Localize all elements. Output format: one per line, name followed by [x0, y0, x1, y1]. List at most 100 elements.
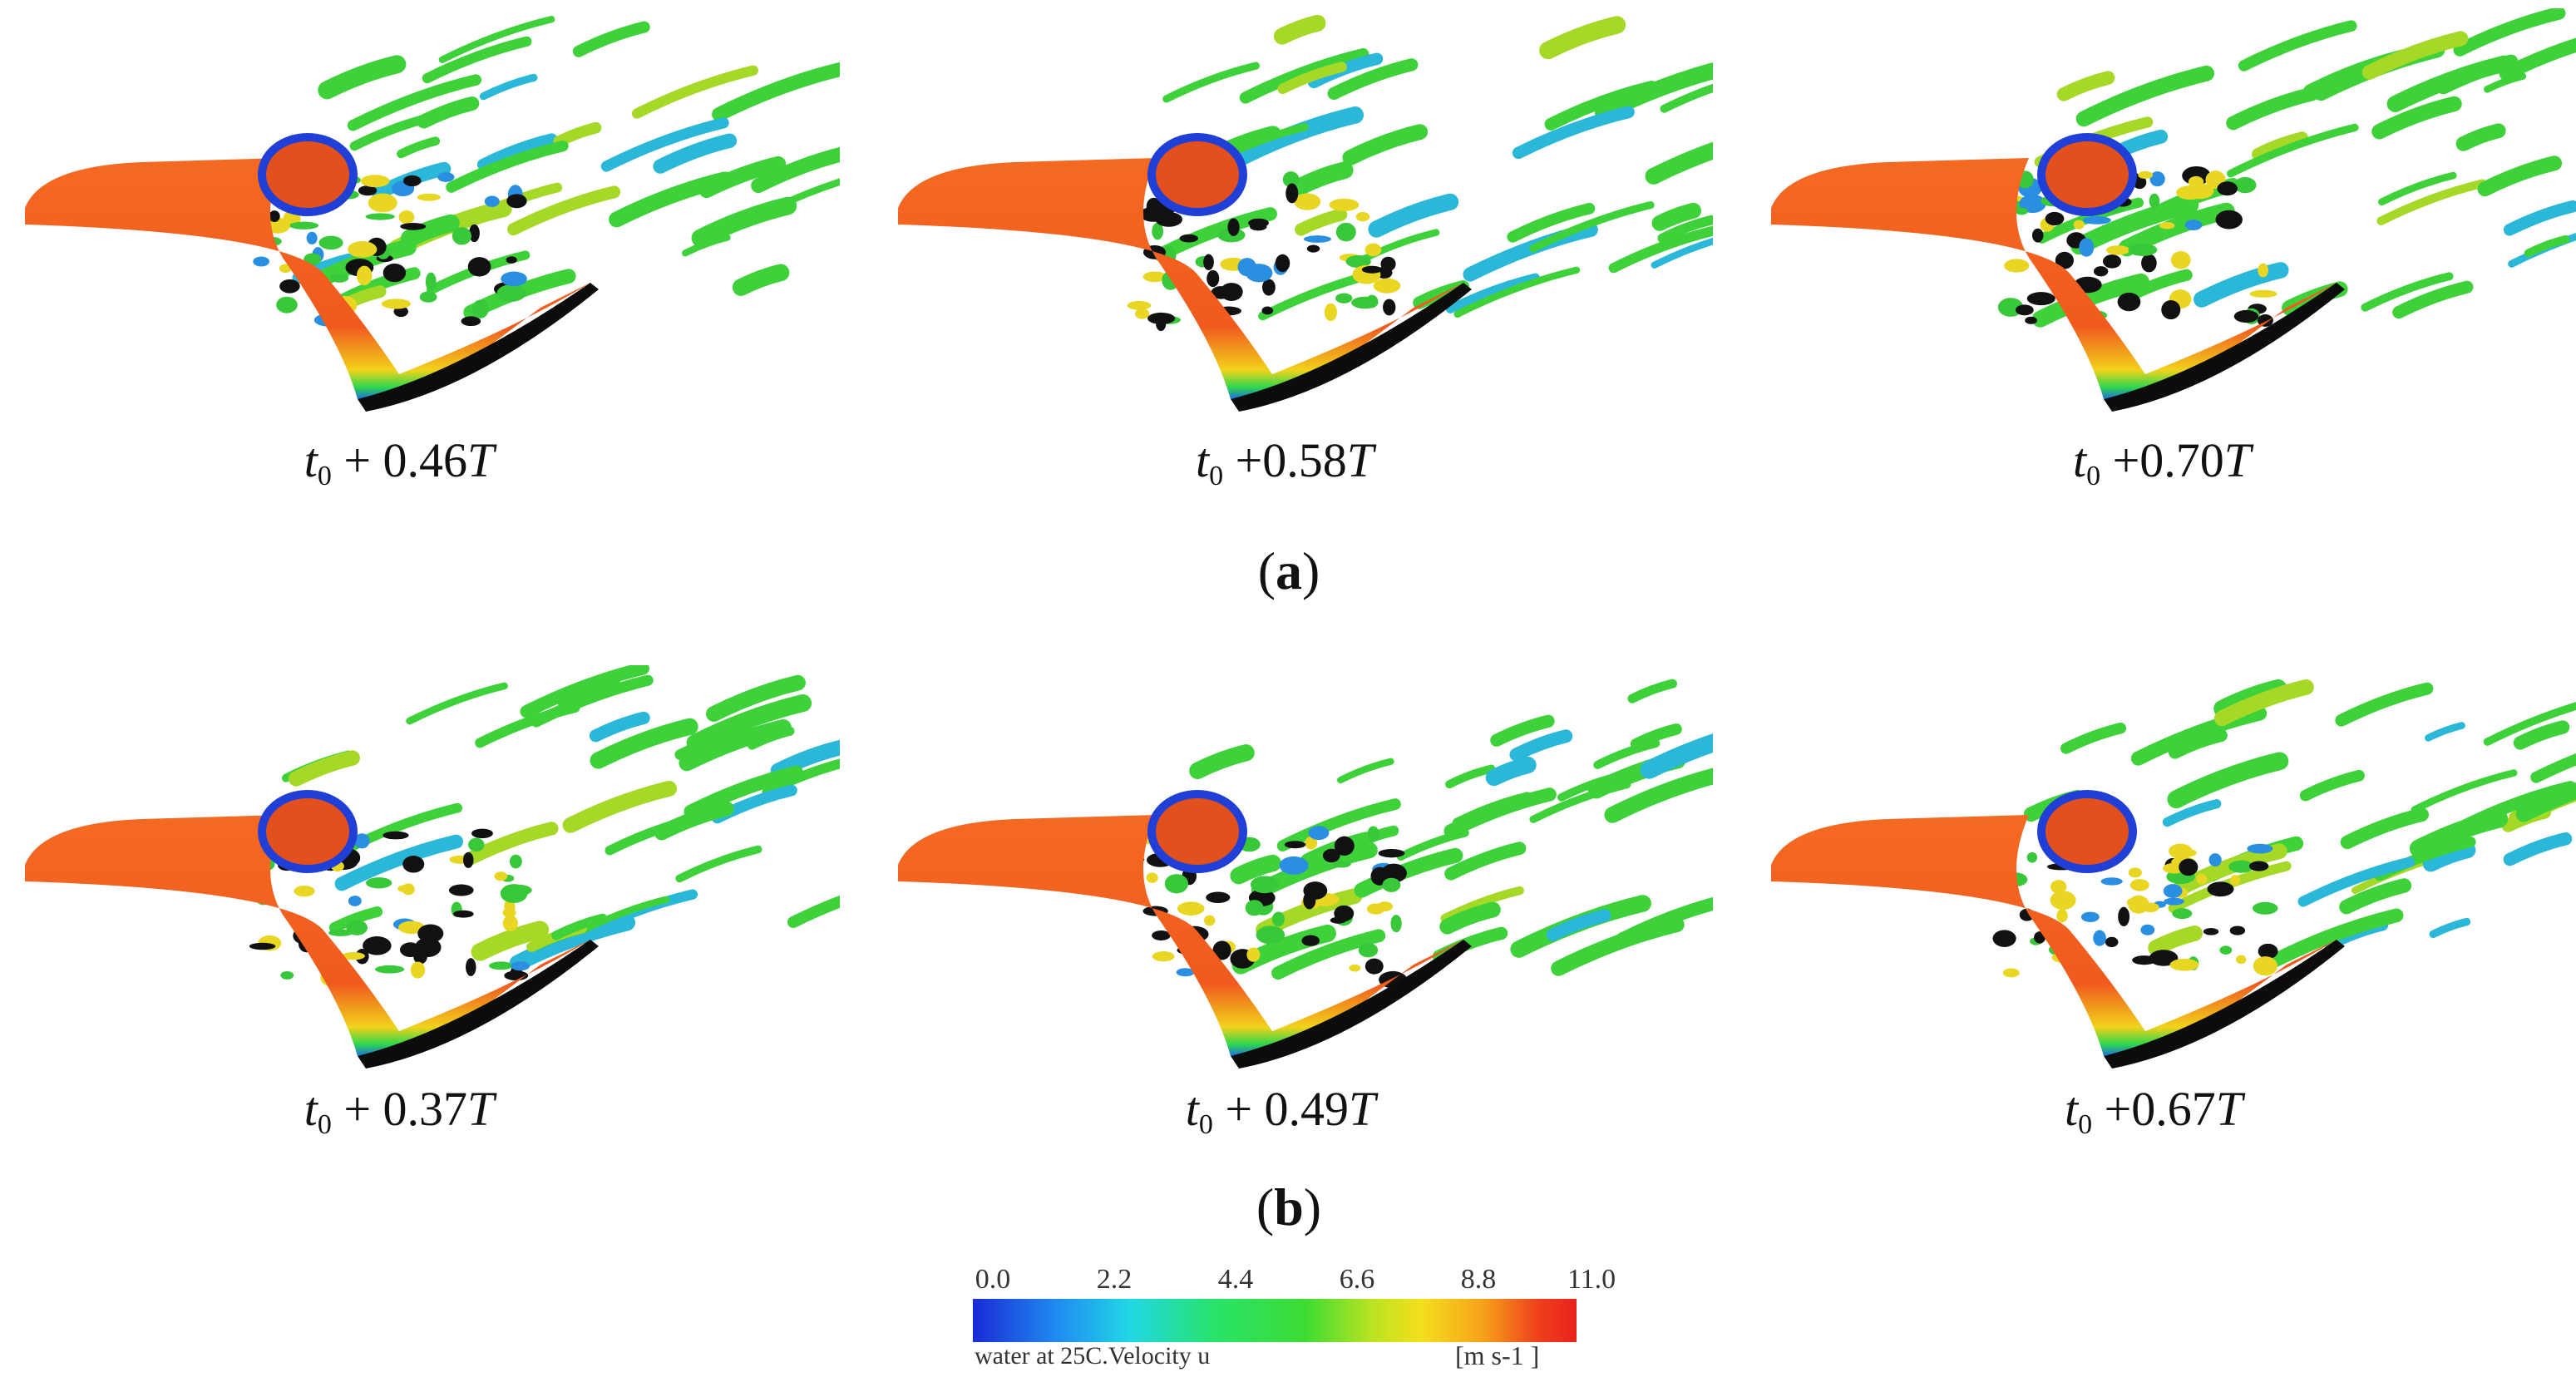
velocity-colorbar: 0.0 2.2 4.4 6.6 8.8 11.0 water at 25C.Ve…: [973, 1264, 1630, 1372]
caption-b3: t0 +0.67T: [2065, 1081, 2243, 1141]
turbulence-blob: [2016, 304, 2034, 315]
turbulence-blob: [2253, 902, 2278, 915]
colorbar-tick: 4.4: [1218, 1264, 1254, 1296]
vortex-streak: [2306, 776, 2359, 796]
turbulence-blob: [2004, 259, 2029, 272]
turbulence-blob: [1362, 266, 1382, 274]
vortex-streak: [2244, 26, 2351, 66]
turbulence-blob: [1238, 258, 1257, 276]
vortex-streak: [2176, 761, 2279, 799]
turbulence-blob: [506, 194, 526, 208]
foil-snapshot-a2: [881, 8, 1713, 441]
turbulence-blob: [2016, 208, 2028, 215]
turbulence-blob: [2103, 254, 2121, 269]
turbulence-blob: [2236, 955, 2247, 965]
vortex-streak: [2520, 728, 2563, 743]
turbulence-blob: [1156, 317, 1166, 332]
turbulence-blob: [1365, 959, 1384, 975]
turbulence-blob: [2230, 926, 2245, 935]
turbulence-blob: [1250, 223, 1267, 230]
vortex-streak: [1494, 765, 1528, 777]
turbulence-blob: [453, 911, 474, 918]
turbulence-blob: [366, 877, 392, 888]
turbulence-blob: [2046, 212, 2065, 225]
vortex-streak: [2066, 728, 2121, 748]
vortex-streak: [2342, 689, 2427, 720]
vortex-streak: [2536, 739, 2576, 777]
turbulence-blob: [1152, 951, 1175, 961]
turbulence-blob: [503, 916, 518, 931]
turbulence-blob: [1365, 244, 1382, 257]
turbulence-blob: [2171, 251, 2191, 269]
turbulence-blob: [2118, 907, 2129, 926]
turbulence-blob: [2132, 955, 2156, 965]
vortex-streak: [570, 788, 669, 825]
turbulence-blob: [472, 299, 489, 318]
cavity-bubble: [1152, 137, 1243, 212]
turbulence-blob: [1135, 308, 1149, 319]
turbulence-blob: [511, 961, 530, 970]
turbulence-blob: [307, 232, 318, 244]
vortex-streak: [1377, 202, 1451, 230]
turbulence-blob: [1180, 234, 1198, 243]
turbulence-blob: [1367, 903, 1385, 914]
vortex-streak: [2460, 13, 2559, 50]
turbulence-blob: [2203, 928, 2218, 935]
vortex-streak: [2233, 94, 2312, 123]
turbulence-blob: [468, 838, 484, 852]
turbulence-blob: [2032, 229, 2043, 243]
turbulence-blob: [348, 896, 362, 906]
turbulence-blob: [1379, 849, 1405, 857]
turbulence-blob: [249, 943, 276, 950]
turbulence-blob: [2234, 310, 2258, 323]
vortex-streak: [1239, 863, 1273, 876]
turbulence-blob: [1366, 295, 1379, 308]
turbulence-blob: [2149, 194, 2160, 209]
turbulence-blob: [2176, 185, 2203, 200]
turbulence-blob: [402, 856, 424, 872]
turbulence-blob: [468, 257, 491, 276]
turbulence-blob: [2138, 171, 2153, 179]
turbulence-blob: [365, 213, 394, 220]
turbulence-blob: [1334, 906, 1354, 921]
turbulence-blob: [2025, 317, 2037, 324]
vortex-streak: [1654, 136, 1713, 176]
turbulence-blob: [1206, 891, 1230, 903]
turbulence-blob: [1294, 193, 1320, 210]
turbulence-blob: [1307, 244, 1320, 252]
turbulence-blob: [2050, 891, 2076, 910]
turbulence-blob: [2105, 937, 2119, 947]
turbulence-blob: [2129, 867, 2142, 877]
colorbar-gradient: [973, 1299, 1577, 1342]
turbulence-blob: [1330, 199, 1360, 211]
caption-b2: t0 + 0.49T: [1186, 1081, 1376, 1141]
turbulence-blob: [2074, 220, 2085, 230]
turbulence-blob: [2164, 898, 2184, 906]
turbulence-blob: [2106, 245, 2130, 254]
turbulence-blob: [1272, 912, 1285, 927]
turbulence-blob: [510, 855, 522, 869]
turbulence-blob: [1246, 947, 1260, 961]
vortex-streak: [2509, 206, 2573, 230]
turbulence-blob: [276, 297, 298, 313]
turbulence-blob: [1335, 294, 1352, 304]
vortex-streak: [1516, 736, 1566, 754]
turbulence-blob: [2093, 930, 2106, 946]
turbulence-blob: [2101, 877, 2123, 885]
turbulence-blob: [1359, 943, 1378, 957]
turbulence-blob: [437, 172, 454, 182]
turbulence-blob: [2164, 884, 2183, 898]
turbulence-blob: [489, 961, 513, 970]
turbulence-blob: [1349, 965, 1360, 972]
colorbar-tick: 8.8: [1461, 1264, 1497, 1296]
vortex-streak: [793, 884, 840, 922]
vortex-streak: [327, 64, 397, 90]
turbulence-blob: [494, 871, 507, 881]
turbulence-blob: [400, 223, 426, 230]
vortex-streak: [1340, 762, 1390, 780]
turbulence-blob: [2258, 264, 2268, 278]
turbulence-blob: [413, 949, 427, 965]
turbulence-blob: [382, 832, 408, 840]
turbulence-blob: [2247, 844, 2273, 854]
vortex-streak: [2381, 184, 2483, 221]
